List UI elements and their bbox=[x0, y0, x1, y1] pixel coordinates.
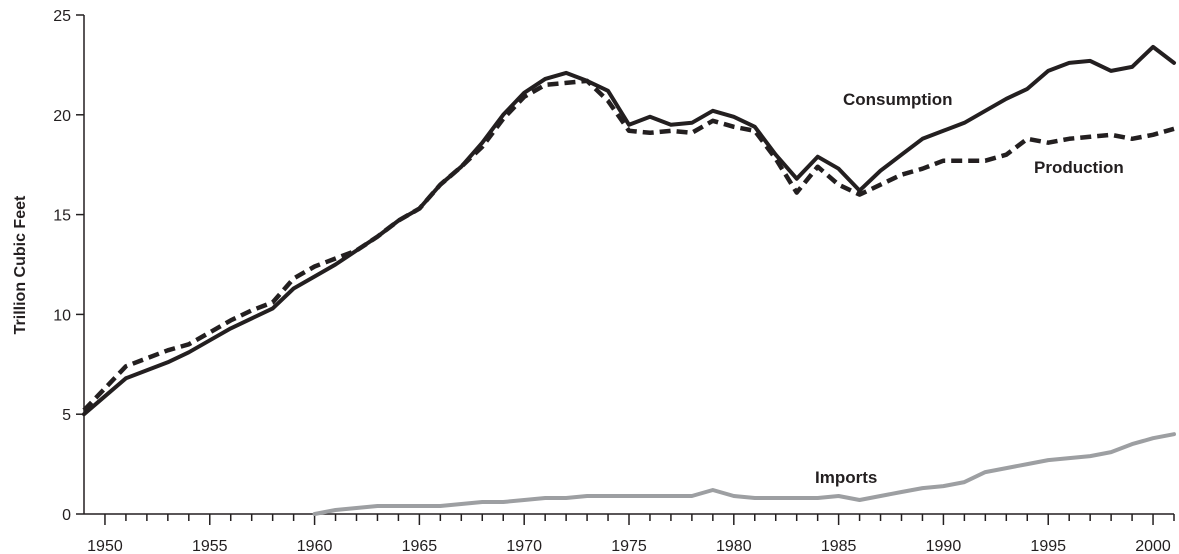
x-tick-label: 1995 bbox=[1030, 538, 1066, 554]
x-tick-label: 1965 bbox=[402, 538, 438, 554]
y-axis-title: Trillion Cubic Feet bbox=[12, 195, 29, 334]
y-tick-label: 15 bbox=[53, 208, 71, 225]
y-ticks: 0 5 10 15 20 25 bbox=[53, 8, 84, 524]
series-layer bbox=[82, 44, 1176, 516]
series-line-production bbox=[82, 78, 1175, 412]
series-label-consumption: Consumption bbox=[843, 90, 953, 109]
x-tick-label: 1975 bbox=[611, 538, 647, 554]
x-tick-label: 1980 bbox=[716, 538, 752, 554]
y-tick-label: 10 bbox=[53, 307, 71, 324]
y-tick-label: 20 bbox=[53, 108, 71, 125]
x-tick-label: 2000 bbox=[1135, 538, 1171, 554]
y-axis-title-group: Trillion Cubic Feet bbox=[12, 195, 29, 334]
x-tick-label: 1955 bbox=[192, 538, 228, 554]
series-line-imports bbox=[312, 432, 1176, 516]
x-tick-label: 1970 bbox=[506, 538, 542, 554]
x-tick-label: 1950 bbox=[87, 538, 123, 554]
x-tick-label: 1960 bbox=[297, 538, 333, 554]
series-line-consumption bbox=[82, 44, 1176, 417]
y-tick-label: 25 bbox=[53, 8, 71, 25]
y-tick-label: 5 bbox=[62, 407, 71, 424]
y-tick-label: 0 bbox=[62, 507, 71, 524]
x-ticks: 1950 1955 1960 1965 1970 1975 1980 1985 1990 1995… bbox=[87, 514, 1175, 554]
x-tick-label: 1985 bbox=[821, 538, 857, 554]
series-label-production: Production bbox=[1034, 158, 1124, 177]
x-tick-label: 1990 bbox=[926, 538, 962, 554]
series-label-imports: Imports bbox=[815, 468, 877, 487]
